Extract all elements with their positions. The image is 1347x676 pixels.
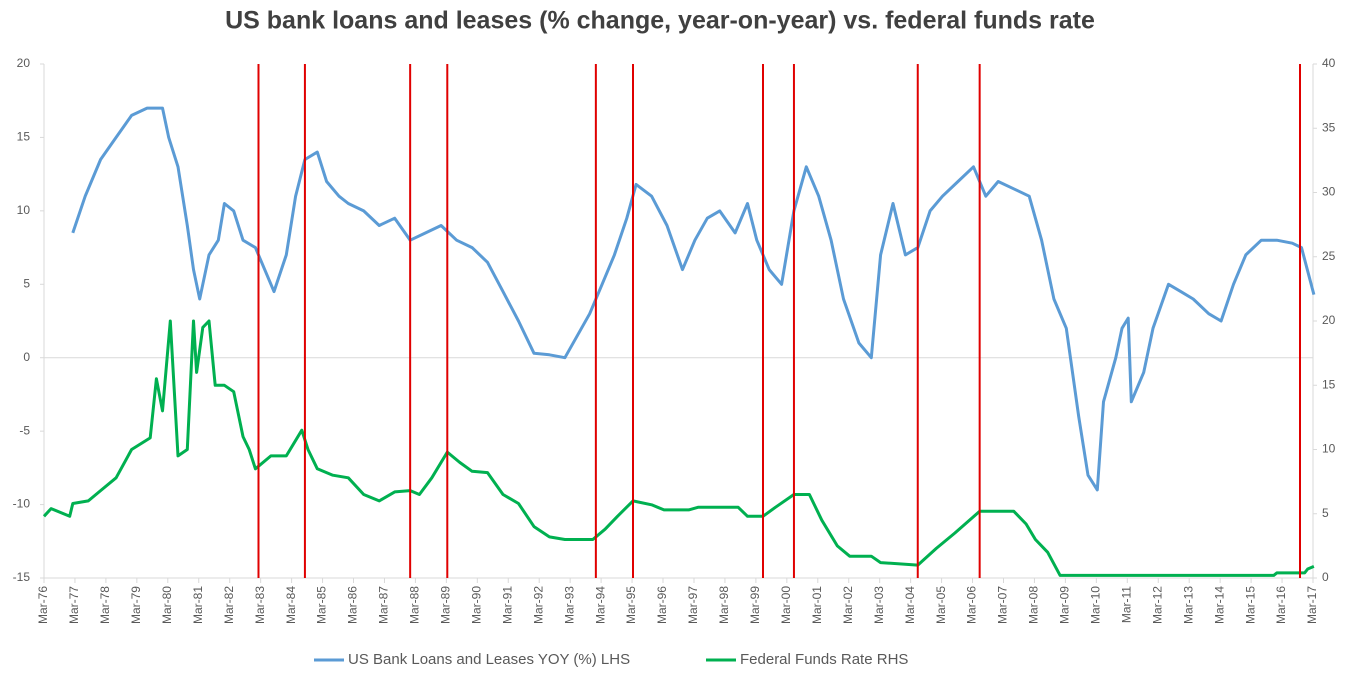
y2-tick-label: 5 (1322, 506, 1329, 520)
x-tick-label: Mar-07 (996, 586, 1010, 624)
chart-title: US bank loans and leases (% change, year… (225, 7, 1095, 35)
x-tick-label: Mar-86 (346, 586, 360, 624)
x-tick-label: Mar-17 (1305, 586, 1319, 624)
y-tick-label: -15 (13, 570, 31, 584)
y-tick-label: 0 (23, 350, 30, 364)
x-tick-label: Mar-87 (377, 586, 391, 624)
x-tick-label: Mar-77 (67, 586, 81, 624)
x-tick-label: Mar-04 (903, 586, 917, 624)
x-tick-label: Mar-02 (841, 586, 855, 624)
x-tick-label: Mar-99 (748, 586, 762, 624)
x-tick-label: Mar-05 (934, 586, 948, 624)
y2-tick-label: 0 (1322, 570, 1329, 584)
x-tick-label: Mar-03 (872, 586, 886, 624)
y-tick-label: 15 (17, 130, 31, 144)
x-tick-label: Mar-82 (222, 586, 236, 624)
x-tick-label: Mar-10 (1089, 586, 1103, 624)
x-tick-label: Mar-09 (1058, 586, 1072, 624)
x-tick-label: Mar-79 (129, 586, 143, 624)
x-tick-label: Mar-16 (1274, 586, 1288, 624)
x-tick-label: Mar-89 (439, 586, 453, 624)
x-tick-label: Mar-15 (1243, 586, 1257, 624)
y2-tick-label: 10 (1322, 442, 1336, 456)
x-tick-label: Mar-01 (810, 586, 824, 624)
x-tick-label: Mar-78 (98, 586, 112, 624)
x-tick-label: Mar-94 (593, 586, 607, 624)
y-tick-label: 5 (23, 276, 30, 290)
x-tick-label: Mar-83 (253, 586, 267, 624)
x-tick-label: Mar-80 (160, 586, 174, 624)
x-tick-label: Mar-90 (469, 586, 483, 624)
legend-label: Federal Funds Rate RHS (740, 651, 908, 668)
x-tick-label: Mar-06 (965, 586, 979, 624)
x-tick-label: Mar-92 (531, 586, 545, 624)
y-tick-label: -5 (19, 423, 30, 437)
x-tick-label: Mar-93 (562, 586, 576, 624)
x-tick-label: Mar-88 (408, 586, 422, 624)
y2-tick-label: 25 (1322, 249, 1336, 263)
y-tick-label: 10 (17, 203, 31, 217)
legend-label: US Bank Loans and Leases YOY (%) LHS (348, 651, 630, 668)
x-tick-label: Mar-95 (624, 586, 638, 624)
x-tick-label: Mar-84 (284, 586, 298, 624)
series-line (42, 319, 1315, 577)
x-tick-label: Mar-97 (686, 586, 700, 624)
y-tick-label: 20 (17, 56, 31, 70)
x-tick-label: Mar-08 (1027, 586, 1041, 624)
x-tick-label: Mar-85 (315, 586, 329, 624)
y-tick-label: -10 (13, 497, 31, 511)
x-tick-label: Mar-91 (500, 586, 514, 624)
x-tick-label: Mar-13 (1181, 586, 1195, 624)
series-line (71, 106, 1316, 492)
y2-tick-label: 35 (1322, 120, 1336, 134)
x-tick-label: Mar-14 (1212, 586, 1226, 624)
x-tick-label: Mar-76 (36, 586, 50, 624)
x-tick-label: Mar-00 (779, 586, 793, 624)
x-tick-label: Mar-96 (655, 586, 669, 624)
y2-tick-label: 30 (1322, 185, 1336, 199)
y2-tick-label: 40 (1322, 56, 1336, 70)
x-tick-label: Mar-81 (191, 586, 205, 624)
x-tick-label: Mar-11 (1119, 586, 1133, 623)
y2-tick-label: 20 (1322, 313, 1336, 327)
x-tick-label: Mar-98 (717, 586, 731, 624)
x-tick-label: Mar-12 (1150, 586, 1164, 624)
y2-tick-label: 15 (1322, 377, 1336, 391)
